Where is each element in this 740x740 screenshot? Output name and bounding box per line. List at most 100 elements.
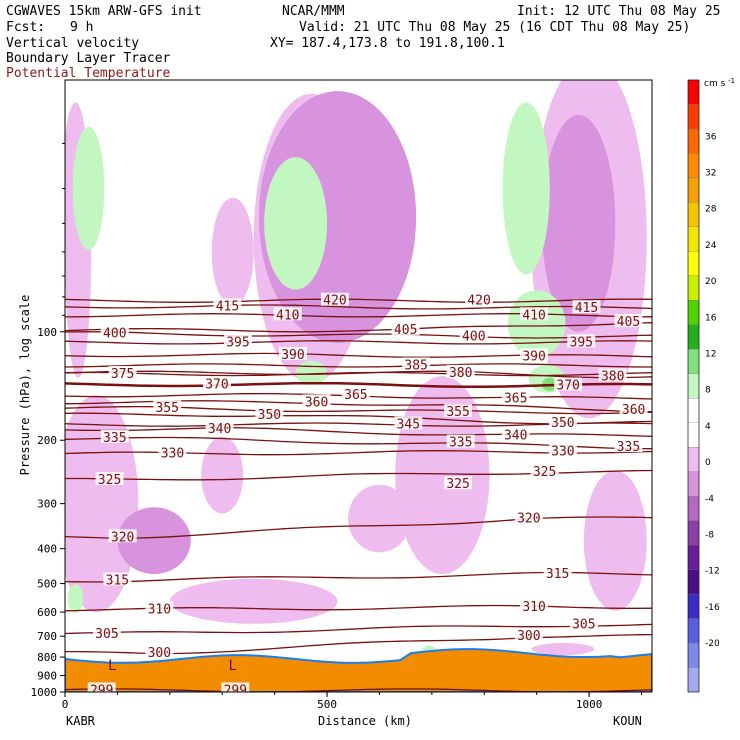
colorbar-label: -4 bbox=[705, 494, 714, 504]
boundary-layer-tracer-fill bbox=[65, 648, 652, 692]
isentrope-label-bg bbox=[302, 394, 331, 408]
isentrope-400 bbox=[65, 331, 652, 339]
isentrope-label: 380 bbox=[601, 369, 624, 384]
isentrope-label: 340 bbox=[208, 422, 231, 437]
isentrope-label-bg bbox=[95, 472, 124, 486]
isentrope-label: 395 bbox=[226, 335, 249, 350]
isentrope-label-bg bbox=[446, 434, 475, 448]
colorbar-label: -8 bbox=[705, 530, 714, 540]
colorbar-swatch bbox=[687, 569, 700, 595]
low-marker: L bbox=[228, 658, 236, 674]
isentrope-label-bg bbox=[202, 376, 231, 390]
colorbar-label: 32 bbox=[705, 168, 716, 178]
colorbar-swatch bbox=[687, 349, 700, 374]
isentrope-label-bg bbox=[255, 406, 284, 420]
downdraft-area bbox=[583, 470, 647, 611]
isentrope-label: 310 bbox=[148, 602, 171, 617]
isentrope-label: 305 bbox=[95, 627, 118, 642]
isentrope-label-bg bbox=[158, 445, 187, 459]
isentrope-label: 400 bbox=[462, 329, 485, 344]
y-tick-label: 600 bbox=[37, 606, 57, 619]
isentrope-label-bg bbox=[278, 347, 307, 361]
colorbar-swatch bbox=[687, 398, 700, 423]
isentrope-label: 315 bbox=[106, 573, 129, 588]
isentrope-415 bbox=[65, 304, 652, 310]
colorbar-label: 4 bbox=[705, 422, 711, 432]
isentrope-label-bg bbox=[614, 314, 643, 328]
isentrope-label-bg bbox=[108, 366, 137, 380]
isentrope-label: 420 bbox=[467, 294, 490, 309]
isentrope-label-bg bbox=[87, 682, 116, 692]
x-tick-label: 500 bbox=[317, 698, 337, 711]
isentrope-305 bbox=[65, 623, 652, 635]
colorbar-label: 0 bbox=[705, 458, 711, 468]
isentrope-385 bbox=[65, 363, 652, 368]
colorbar-label: -12 bbox=[705, 567, 720, 577]
forecast-hour: 9 h bbox=[70, 20, 94, 35]
isentrope-label: 310 bbox=[522, 600, 545, 615]
isentrope-label: 325 bbox=[446, 477, 469, 492]
isentrope-label-bg bbox=[145, 645, 174, 659]
isentrope-label: 370 bbox=[556, 379, 579, 394]
isentrope-label-bg bbox=[402, 357, 431, 371]
colorbar-label: 36 bbox=[705, 132, 717, 142]
isentrope-labels: 299 299 300 300 305 305 310 310 315 315 320 320 325 3… bbox=[87, 292, 648, 692]
isentrope-label: 360 bbox=[622, 403, 645, 418]
isentrope-label: 415 bbox=[575, 301, 598, 316]
colorbar-swatch bbox=[687, 422, 700, 448]
forecast-label: Fcst: bbox=[6, 20, 46, 35]
isentrope-label: 360 bbox=[305, 395, 328, 410]
isentrope-label: 300 bbox=[148, 646, 171, 661]
colorbar-frame bbox=[687, 79, 700, 693]
isentrope-label-bg bbox=[514, 510, 543, 524]
isentrope-label: 345 bbox=[397, 418, 420, 433]
isentrope-label: 390 bbox=[522, 349, 545, 364]
colorbar-label: 8 bbox=[705, 386, 711, 396]
field-vertical-velocity: Vertical velocity bbox=[6, 36, 140, 51]
isentrope-label: 380 bbox=[449, 366, 472, 381]
isentrope-label-bg bbox=[100, 325, 129, 339]
colorbar-swatch bbox=[687, 128, 700, 154]
isentrope-325 bbox=[65, 469, 652, 481]
updraft-area bbox=[67, 584, 84, 613]
colorbar-swatch bbox=[687, 177, 700, 203]
right-station-label: KOUN bbox=[613, 714, 642, 728]
colorbar-swatch bbox=[687, 618, 700, 644]
isentrope-label: 365 bbox=[504, 391, 527, 406]
isentrope-label-bg bbox=[572, 300, 601, 314]
isentrope-label: 305 bbox=[572, 618, 595, 633]
y-tick-label: 300 bbox=[37, 498, 57, 511]
isentrope-label-bg bbox=[459, 328, 488, 342]
colorbar-swatch bbox=[687, 251, 700, 276]
downdraft-area bbox=[65, 395, 139, 613]
isentrope-label-bg bbox=[103, 572, 132, 586]
y-tick-label: 400 bbox=[37, 543, 57, 556]
colorbar-swatch bbox=[687, 544, 700, 570]
colorbar-swatch bbox=[687, 520, 700, 546]
isentrope-label: 355 bbox=[155, 401, 178, 416]
isentrope-label: 315 bbox=[546, 567, 569, 582]
y-axis-label: Pressure (hPa), log scale bbox=[18, 295, 32, 476]
isentrope-label: 350 bbox=[258, 408, 281, 423]
isentrope-label-bg bbox=[501, 390, 530, 404]
isentrope-label-bg bbox=[501, 427, 530, 441]
isentrope-label: 365 bbox=[344, 388, 367, 403]
plot-frame bbox=[64, 79, 653, 693]
downdraft-area bbox=[348, 484, 411, 553]
isentrope-label-bg bbox=[273, 307, 302, 321]
colorbar-swatch bbox=[687, 79, 700, 105]
colorbar-swatch bbox=[687, 496, 700, 521]
isentrope-label: 355 bbox=[446, 405, 469, 420]
isentrope-label: 320 bbox=[517, 512, 540, 527]
isentrope-label-bg bbox=[223, 334, 252, 348]
colorbar: 36 32 28 24 20 16 12 8 4 0 -4 -8 -12 -16 -20 bbox=[687, 79, 720, 693]
isentrope-label: 335 bbox=[103, 431, 126, 446]
downdraft-area bbox=[201, 436, 244, 514]
field-potential-temperature: Potential Temperature bbox=[6, 66, 171, 81]
y-tick-label: 800 bbox=[37, 651, 57, 664]
cross-section-endpoints: XY= 187.4,173.8 to 191.8,100.1 bbox=[270, 36, 505, 51]
isentrope-label-bg bbox=[548, 443, 577, 457]
isentrope-label-bg bbox=[444, 404, 473, 418]
axes: 0 500 1000 100 200 300 400 500 600 700 800 900 1000 bbox=[31, 142, 643, 711]
colorbar-label: 28 bbox=[705, 205, 717, 215]
